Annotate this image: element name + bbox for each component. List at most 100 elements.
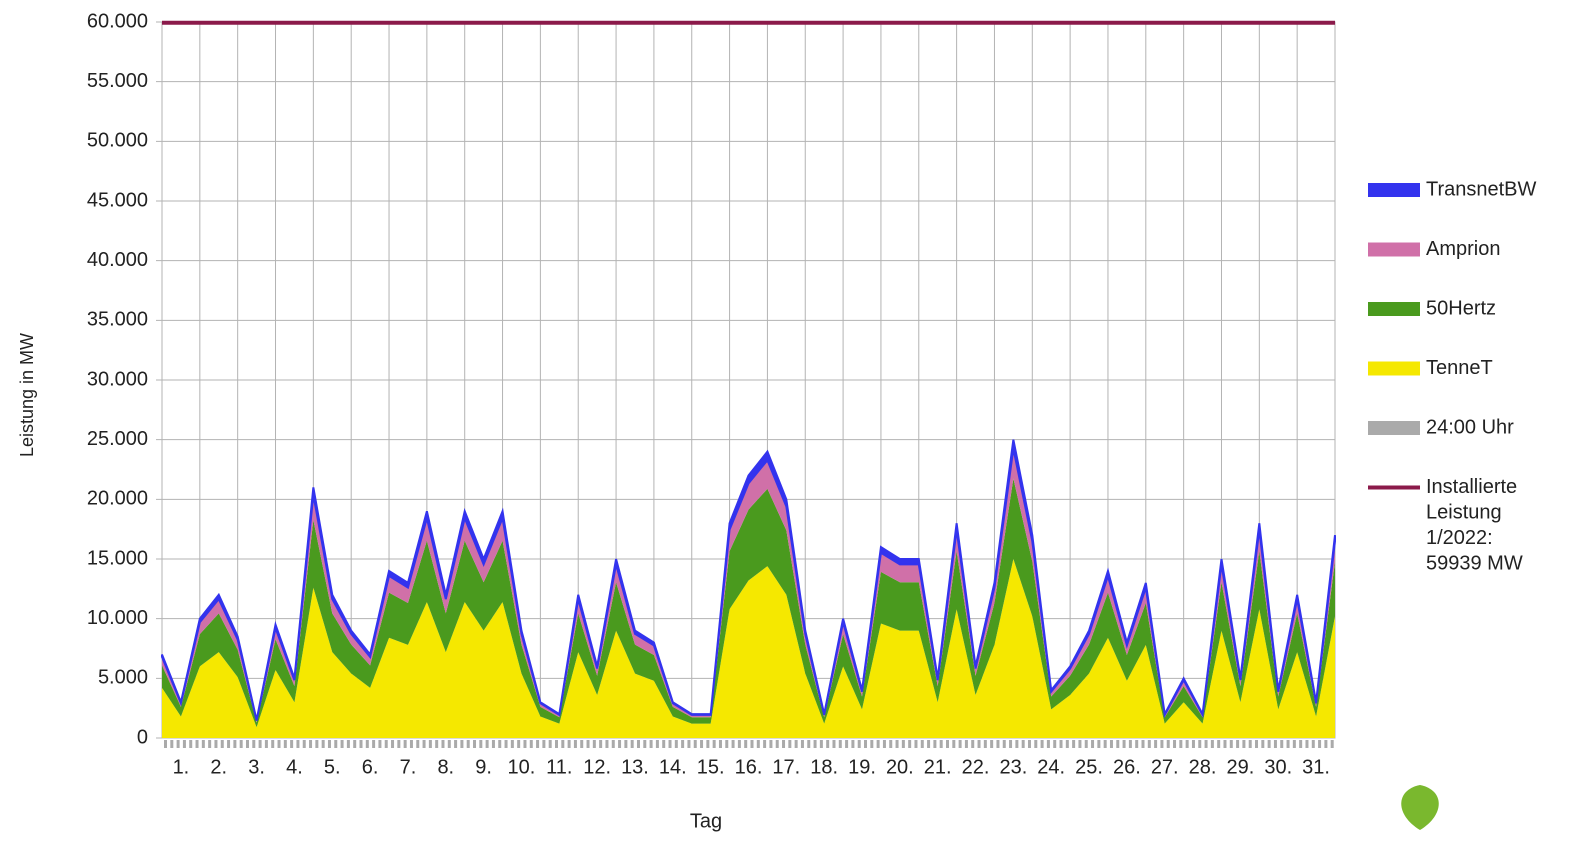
area <box>162 448 1335 723</box>
x-tick-label: 15. <box>697 756 725 778</box>
midnight-tick <box>1154 740 1158 748</box>
legend-label: Leistung <box>1426 501 1502 523</box>
x-tick-label: 6. <box>362 756 379 778</box>
x-tick-label: 21. <box>924 756 952 778</box>
midnight-tick <box>542 740 546 748</box>
y-tick-label: 50.000 <box>87 130 148 152</box>
midnight-tick <box>681 740 685 748</box>
y-tick-label: 35.000 <box>87 309 148 331</box>
midnight-tick <box>857 740 861 748</box>
midnight-tick <box>826 740 830 748</box>
y-tick-label: 60.000 <box>87 10 148 32</box>
midnight-tick <box>346 740 350 748</box>
x-tick-label: 20. <box>886 756 914 778</box>
midnight-tick <box>1166 740 1170 748</box>
x-tick-label: 19. <box>848 756 876 778</box>
midnight-tick <box>227 740 231 748</box>
midnight-tick <box>712 740 716 748</box>
midnight-tick <box>939 740 943 748</box>
midnight-tick <box>977 740 981 748</box>
y-tick-label: 30.000 <box>87 368 148 390</box>
midnight-tick <box>454 740 458 748</box>
midnight-tick <box>353 740 357 748</box>
midnight-tick <box>643 740 647 748</box>
midnight-tick <box>460 740 464 748</box>
midnight-tick <box>649 740 653 748</box>
midnight-tick <box>220 740 224 748</box>
legend-label: 59939 MW <box>1426 552 1523 574</box>
x-tick-label: 4. <box>286 756 303 778</box>
x-tick-label: 16. <box>735 756 763 778</box>
midnight-tick <box>561 740 565 748</box>
midnight-tick <box>611 740 615 748</box>
midnight-tick <box>788 740 792 748</box>
x-tick-label: 10. <box>508 756 536 778</box>
midnight-tick <box>1122 740 1126 748</box>
y-tick-label: 55.000 <box>87 70 148 92</box>
y-tick-label: 5.000 <box>98 667 148 689</box>
midnight-tick <box>252 740 256 748</box>
midnight-tick <box>1097 740 1101 748</box>
x-tick-label: 31. <box>1302 756 1330 778</box>
midnight-tick <box>718 740 722 748</box>
x-tick-label: 1. <box>173 756 190 778</box>
y-tick-label: 25.000 <box>87 428 148 450</box>
legend-swatch <box>1368 421 1420 435</box>
midnight-tick <box>876 740 880 748</box>
midnight-tick <box>245 740 249 748</box>
midnight-tick <box>630 740 634 748</box>
midnight-tick <box>851 740 855 748</box>
midnight-tick <box>1116 740 1120 748</box>
midnight-tick <box>1255 740 1259 748</box>
midnight-tick <box>359 740 363 748</box>
x-tick-label: 14. <box>659 756 687 778</box>
midnight-tick <box>832 740 836 748</box>
midnight-tick <box>1065 740 1069 748</box>
x-tick-label: 9. <box>475 756 492 778</box>
x-tick-label: 17. <box>772 756 800 778</box>
midnight-tick <box>763 740 767 748</box>
midnight-tick <box>1040 740 1044 748</box>
midnight-tick <box>1002 740 1006 748</box>
midnight-tick <box>586 740 590 748</box>
midnight-tick <box>580 740 584 748</box>
midnight-tick <box>1273 740 1277 748</box>
midnight-tick <box>990 740 994 748</box>
midnight-tick <box>473 740 477 748</box>
legend-swatch <box>1368 183 1420 197</box>
midnight-tick <box>1034 740 1038 748</box>
x-tick-label: 29. <box>1226 756 1254 778</box>
midnight-tick <box>737 740 741 748</box>
midnight-tick <box>964 740 968 748</box>
midnight-tick <box>1185 740 1189 748</box>
midnight-tick <box>504 740 508 748</box>
midnight-tick <box>655 740 659 748</box>
midnight-tick <box>277 740 281 748</box>
midnight-tick <box>195 740 199 748</box>
midnight-tick <box>409 740 413 748</box>
midnight-tick <box>491 740 495 748</box>
y-tick-label: 40.000 <box>87 249 148 271</box>
midnight-tick <box>378 740 382 748</box>
midnight-tick <box>996 740 1000 748</box>
midnight-tick <box>1286 740 1290 748</box>
legend-label: TransnetBW <box>1426 178 1537 200</box>
midnight-tick <box>674 740 678 748</box>
midnight-tick <box>1179 740 1183 748</box>
midnight-tick <box>1072 740 1076 748</box>
midnight-tick <box>1210 740 1214 748</box>
midnight-tick <box>567 740 571 748</box>
x-tick-label: 28. <box>1189 756 1217 778</box>
legend-label: TenneT <box>1426 357 1493 379</box>
midnight-tick <box>1103 740 1107 748</box>
midnight-tick <box>1280 740 1284 748</box>
midnight-tick <box>725 740 729 748</box>
midnight-tick <box>895 740 899 748</box>
midnight-tick <box>1141 740 1145 748</box>
midnight-tick <box>327 740 331 748</box>
midnight-tick <box>845 740 849 748</box>
midnight-tick <box>208 740 212 748</box>
midnight-tick <box>914 740 918 748</box>
midnight-tick <box>1046 740 1050 748</box>
x-tick-label: 24. <box>1037 756 1065 778</box>
